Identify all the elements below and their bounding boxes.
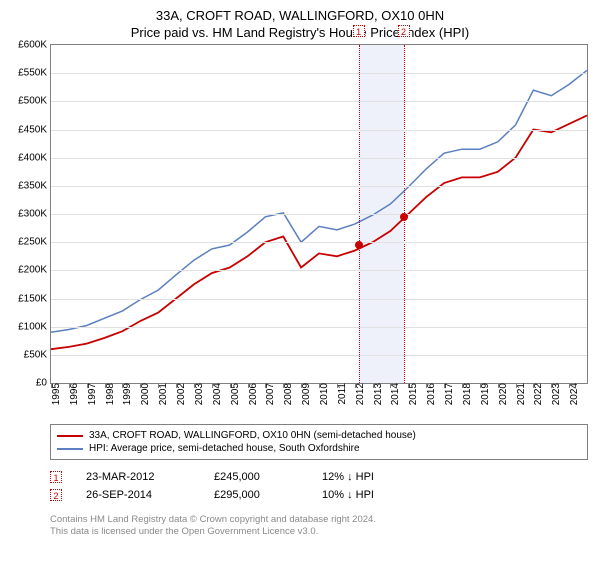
legend-item-0: 33A, CROFT ROAD, WALLINGFORD, OX10 0HN (… [57,429,581,442]
x-axis-label: 2007 [265,383,276,405]
chart-marker-1: 1 [353,25,365,37]
sale-date: 26-SEP-2014 [86,489,196,501]
x-axis-label: 2008 [283,383,294,405]
legend-swatch [57,448,83,450]
y-gridline [51,130,587,131]
x-axis-label: 2024 [569,383,580,405]
sale-price: £295,000 [214,489,304,501]
y-gridline [51,158,587,159]
y-axis-label: £200K [18,265,47,276]
sale-hpi-diff: 12% ↓ HPI [322,471,374,483]
x-axis-label: 1995 [51,383,62,405]
y-axis-label: £250K [18,237,47,248]
x-axis-label: 1996 [69,383,80,405]
row-marker-icon: 2 [50,489,62,501]
series-price_paid [51,115,587,349]
y-axis-label: £450K [18,124,47,135]
x-axis-label: 2021 [516,383,527,405]
sale-price: £245,000 [214,471,304,483]
chart-title-address: 33A, CROFT ROAD, WALLINGFORD, OX10 0HN [0,8,600,23]
legend-label: 33A, CROFT ROAD, WALLINGFORD, OX10 0HN (… [89,430,416,441]
y-gridline [51,186,587,187]
y-gridline [51,355,587,356]
x-axis-label: 2006 [248,383,259,405]
x-axis-label: 2016 [426,383,437,405]
y-gridline [51,299,587,300]
x-axis-label: 2020 [498,383,509,405]
y-axis-label: £50K [24,349,47,360]
x-axis-label: 1999 [122,383,133,405]
sale-data-table: 1 23-MAR-2012 £245,000 12% ↓ HPI 2 26-SEP-201… [50,468,588,504]
footnote-line2: This data is licensed under the Open Gov… [50,526,588,538]
sale-row-1: 1 23-MAR-2012 £245,000 12% ↓ HPI [50,468,588,486]
x-axis-label: 2009 [301,383,312,405]
y-gridline [51,270,587,271]
y-gridline [51,73,587,74]
y-axis-label: £500K [18,96,47,107]
x-axis-label: 2005 [230,383,241,405]
y-axis-label: £600K [18,40,47,51]
y-gridline [51,242,587,243]
x-axis-label: 2010 [319,383,330,405]
x-axis-label: 2003 [194,383,205,405]
y-axis-label: £150K [18,293,47,304]
x-axis-label: 1997 [87,383,98,405]
x-axis-label: 2019 [480,383,491,405]
y-gridline [51,214,587,215]
y-axis-label: £350K [18,180,47,191]
sale-point-2 [400,213,408,221]
x-axis-label: 2017 [444,383,455,405]
x-axis-label: 2011 [337,383,348,405]
price-chart: £0£50K£100K£150K£200K£250K£300K£350K£400… [50,44,588,384]
chart-title-desc: Price paid vs. HM Land Registry's House … [0,25,600,40]
x-axis-label: 2000 [140,383,151,405]
sale-date: 23-MAR-2012 [86,471,196,483]
x-axis-label: 2004 [212,383,223,405]
chart-legend: 33A, CROFT ROAD, WALLINGFORD, OX10 0HN (… [50,424,588,460]
y-axis-label: £550K [18,68,47,79]
x-axis-label: 2022 [533,383,544,405]
chart-marker-2: 2 [398,25,410,37]
x-axis-label: 2018 [462,383,473,405]
x-axis-label: 1998 [105,383,116,405]
legend-label: HPI: Average price, semi-detached house,… [89,443,360,454]
y-axis-label: £100K [18,321,47,332]
legend-item-1: HPI: Average price, semi-detached house,… [57,442,581,455]
y-gridline [51,101,587,102]
x-axis-label: 2023 [551,383,562,405]
footnote-line1: Contains HM Land Registry data © Crown c… [50,514,588,526]
sale-point-1 [355,241,363,249]
sale-row-2: 2 26-SEP-2014 £295,000 10% ↓ HPI [50,486,588,504]
y-axis-label: £400K [18,152,47,163]
y-gridline [51,327,587,328]
series-hpi [51,70,587,332]
x-axis-label: 2014 [390,383,401,405]
x-axis-label: 2013 [373,383,384,405]
x-axis-label: 2002 [176,383,187,405]
x-axis-label: 2012 [355,383,366,405]
y-axis-label: £0 [36,378,47,389]
legend-swatch [57,435,83,437]
x-axis-label: 2015 [408,383,419,405]
sale-hpi-diff: 10% ↓ HPI [322,489,374,501]
y-axis-label: £300K [18,209,47,220]
footnote: Contains HM Land Registry data © Crown c… [50,514,588,539]
x-axis-label: 2001 [158,383,169,405]
row-marker-icon: 1 [50,471,62,483]
